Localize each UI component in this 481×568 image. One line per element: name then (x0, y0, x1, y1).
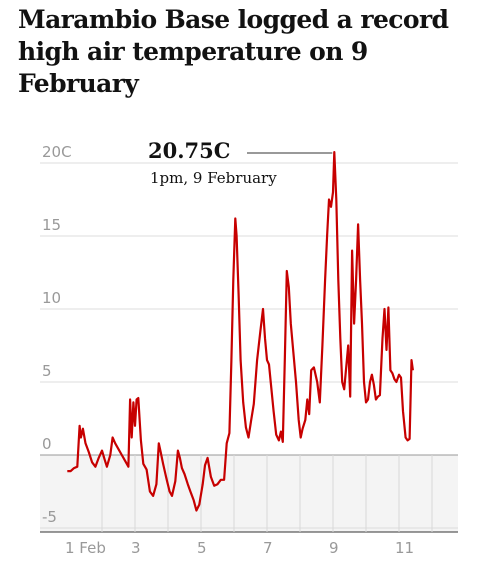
annotation-time-label: 1pm, 9 February (150, 169, 277, 187)
y-tick-label: 15 (42, 216, 61, 234)
x-axis-labels: 1 Feb 3 5 7 9 11 (65, 539, 414, 557)
series-line-temperature (67, 151, 414, 512)
x-axis-ticks (101, 455, 433, 532)
x-tick-label: 5 (197, 539, 207, 557)
x-tick-label: 9 (329, 539, 339, 557)
x-tick-label: 1 Feb (65, 539, 106, 557)
x-tick-label: 7 (263, 539, 273, 557)
annotation-value-label: 20.75C (148, 138, 230, 163)
y-tick-label: 10 (42, 289, 61, 307)
chart-headline: Marambio Base logged a record high air t… (18, 5, 449, 98)
y-tick-label: 0 (42, 435, 52, 453)
x-tick-label: 11 (395, 539, 414, 557)
below-zero-shading (40, 455, 458, 532)
y-tick-label: 20C (42, 143, 72, 161)
y-axis-labels: 20C 15 10 5 0 -5 (42, 143, 72, 526)
y-tick-label: 5 (42, 362, 52, 380)
y-tick-label: -5 (42, 508, 57, 526)
x-tick-label: 3 (131, 539, 141, 557)
